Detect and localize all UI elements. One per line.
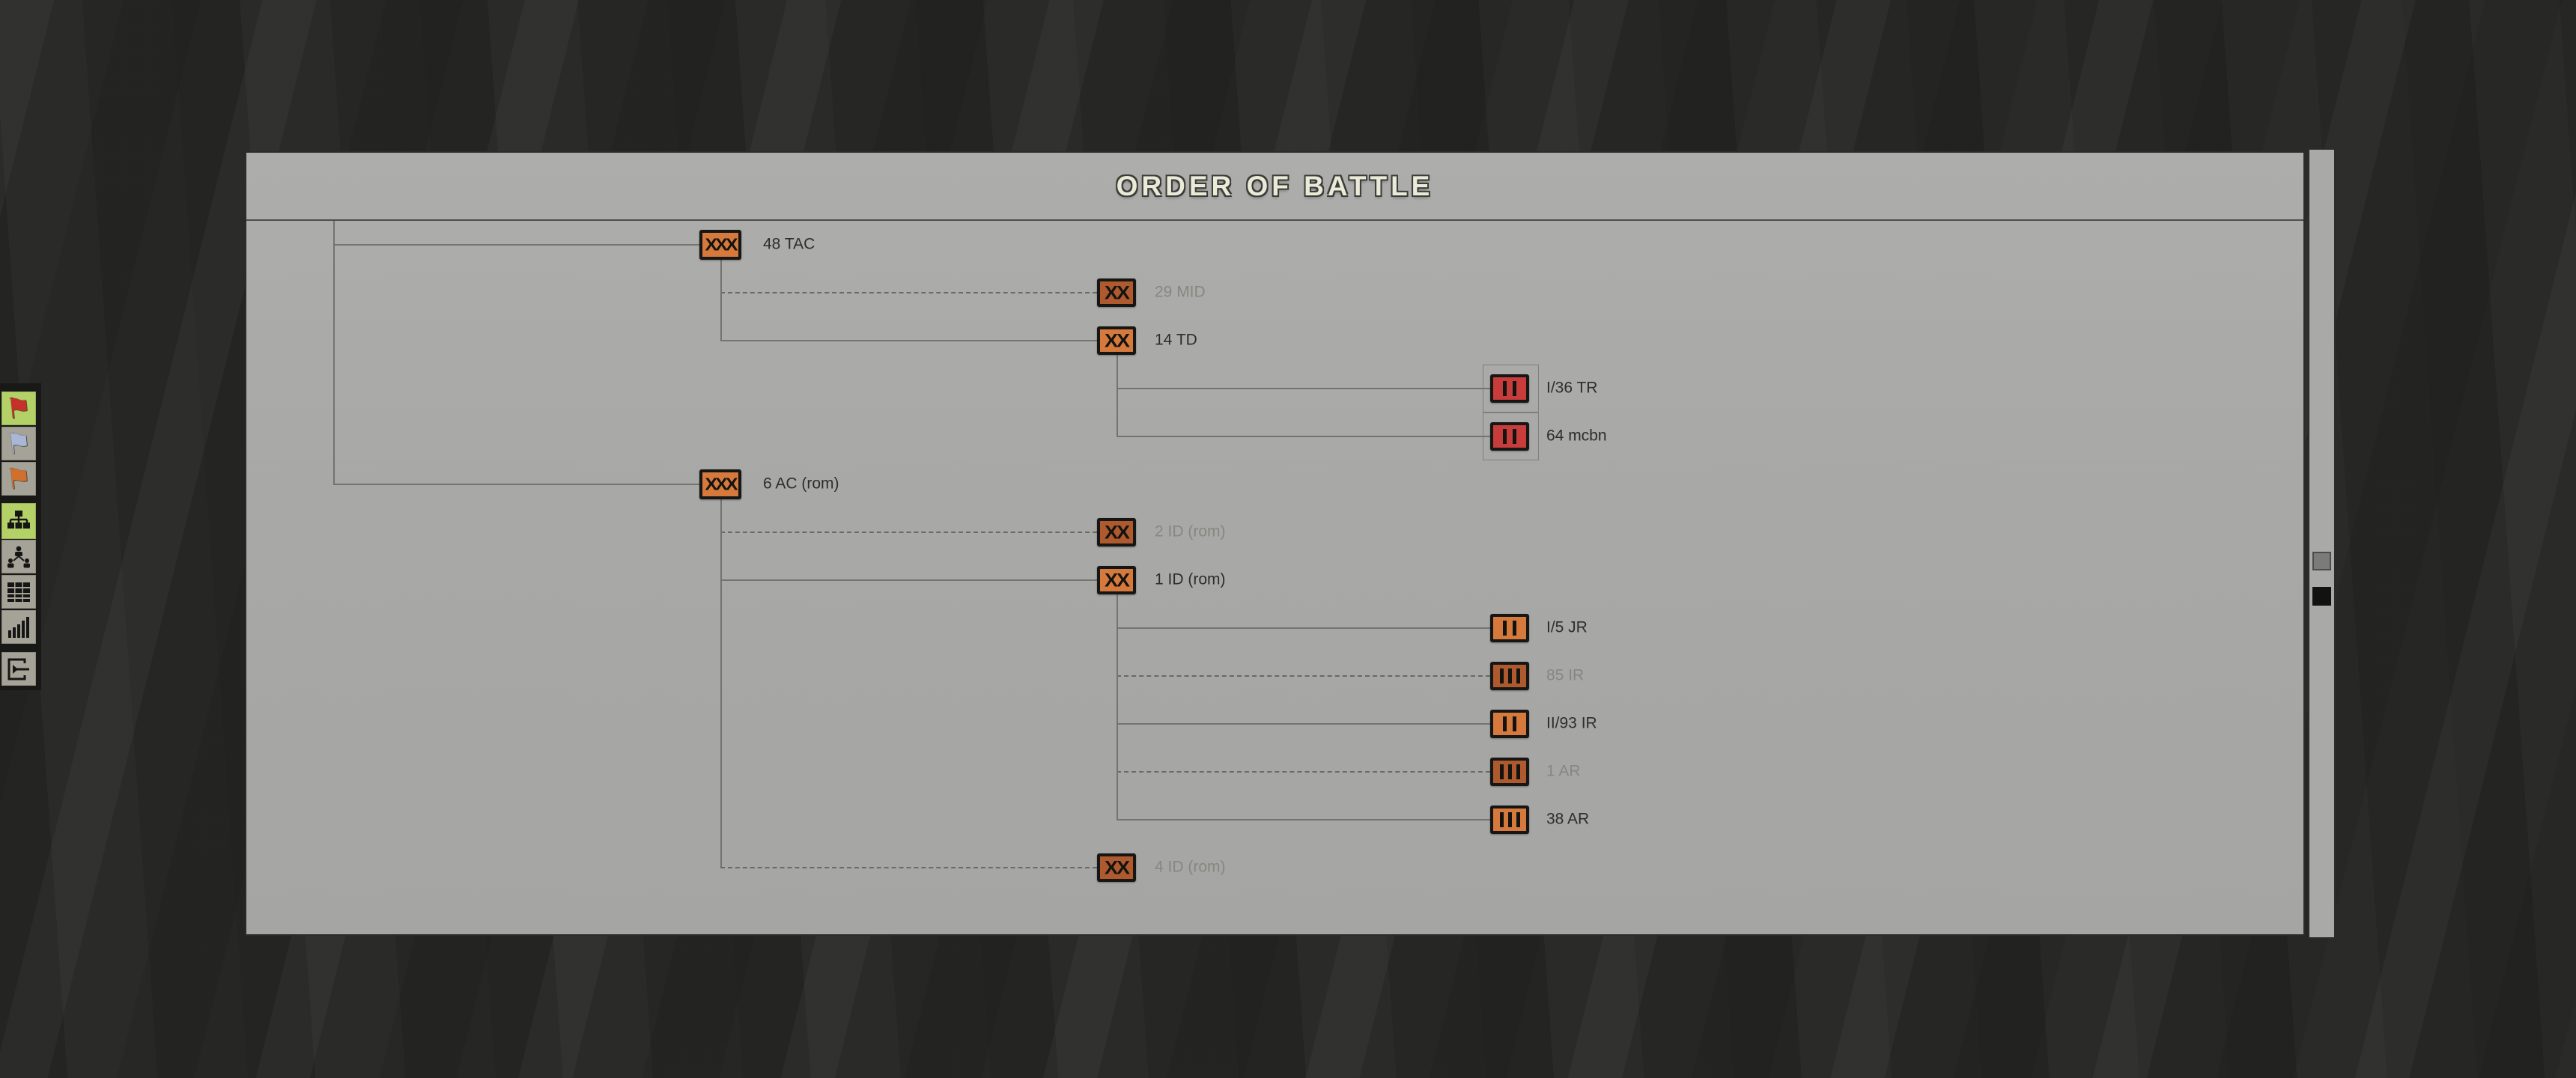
statistics-button[interactable] <box>1 610 36 644</box>
unit-icon-29-mid[interactable]: XX <box>1097 278 1136 307</box>
tree-connector <box>1117 819 1490 820</box>
selection-box <box>1483 365 1539 412</box>
bar-chart-icon <box>8 616 29 638</box>
flag-orange-button[interactable]: ⚑ <box>1 462 36 496</box>
exit-button[interactable] <box>1 652 36 686</box>
unit-label: 1 AR <box>1546 762 1581 780</box>
unit-label: 14 TD <box>1155 331 1197 349</box>
tree-trunk <box>720 498 722 868</box>
echelon-ii-marking <box>1500 429 1519 444</box>
unit-hierarchy-icon <box>7 546 30 567</box>
tree-connector <box>1117 771 1490 773</box>
unit-icon-38-ar[interactable] <box>1490 806 1529 834</box>
order-of-battle-panel: ORDER OF BATTLE XXX 48 TAC XX 29 MID XX 14 TD… <box>245 151 2305 936</box>
tree-root-trunk <box>333 221 335 484</box>
tree-connector <box>1117 388 1490 389</box>
unit-label: 2 ID (rom) <box>1155 523 1226 540</box>
org-tree: XXX 48 TAC XX 29 MID XX 14 TD I/36 TR 64 mcbn XX… <box>246 153 2303 934</box>
unit-label: 4 ID (rom) <box>1155 858 1226 876</box>
unit-icon-i-36-tr[interactable] <box>1490 374 1529 403</box>
echelon-xx-marking: XX <box>1104 329 1130 351</box>
tree-connector <box>1117 436 1490 437</box>
echelon-iii-marking <box>1498 812 1522 827</box>
unit-icon-48-tac[interactable]: XXX <box>699 230 741 260</box>
unit-icon-2-id-rom-[interactable]: XX <box>1097 518 1136 546</box>
echelon-xx-marking: XX <box>1104 521 1130 543</box>
org-chart-icon <box>7 511 30 529</box>
tree-trunk <box>1117 353 1118 436</box>
echelon-xxx-marking: XXX <box>705 474 738 494</box>
unit-roster-button[interactable] <box>1 575 36 609</box>
unit-icon-6-ac-rom-[interactable]: XXX <box>699 469 741 499</box>
unit-icon-4-id-rom-[interactable]: XX <box>1097 853 1136 882</box>
tree-trunk <box>1117 593 1118 820</box>
unit-label: 29 MID <box>1155 283 1206 301</box>
exit-icon <box>7 658 29 680</box>
tree-connector <box>333 244 699 246</box>
unit-roster-icon <box>7 582 30 602</box>
scrollbar-track[interactable] <box>2308 148 2336 939</box>
echelon-iii-marking <box>1498 669 1522 683</box>
tree-connector <box>1117 627 1490 629</box>
unit-icon-1-ar[interactable] <box>1490 758 1529 786</box>
orange-flag-icon: ⚑ <box>4 461 34 496</box>
unit-icon-14-td[interactable]: XX <box>1097 326 1136 355</box>
tree-connector <box>720 292 1097 293</box>
tree-connector <box>720 532 1097 533</box>
unit-icon-1-id-rom-[interactable]: XX <box>1097 566 1136 594</box>
tree-connector <box>720 579 1097 581</box>
unit-label: II/93 IR <box>1546 714 1597 732</box>
scroll-handle-gray[interactable] <box>2312 552 2331 570</box>
echelon-ii-marking <box>1500 716 1519 731</box>
unit-label: 38 AR <box>1546 810 1590 828</box>
selection-box <box>1483 412 1539 460</box>
tree-connector <box>333 484 699 485</box>
unit-icon-ii-93-ir[interactable] <box>1490 710 1529 738</box>
unit-hierarchy-button[interactable] <box>1 540 36 573</box>
unit-icon-i-5-jr[interactable] <box>1490 614 1529 642</box>
panel-title: ORDER OF BATTLE <box>1116 170 1434 201</box>
unit-icon-85-ir[interactable] <box>1490 662 1529 690</box>
panel-header: ORDER OF BATTLE <box>246 153 2303 221</box>
org-chart-button[interactable] <box>1 503 36 539</box>
echelon-ii-marking <box>1500 621 1519 636</box>
unit-label: 48 TAC <box>763 235 815 253</box>
blue-flag-icon: ⚑ <box>4 426 34 461</box>
tree-connector <box>720 867 1097 868</box>
flag-blue-button[interactable]: ⚑ <box>1 427 36 460</box>
unit-label: I/36 TR <box>1546 379 1598 397</box>
red-flag-icon: ⚑ <box>4 391 34 426</box>
tree-connector <box>1117 675 1490 677</box>
echelon-iii-marking <box>1498 764 1522 779</box>
echelon-xx-marking: XX <box>1104 281 1130 303</box>
echelon-xxx-marking: XXX <box>705 234 738 255</box>
echelon-xx-marking: XX <box>1104 569 1130 591</box>
unit-label: 85 IR <box>1546 666 1585 684</box>
tree-connector <box>1117 723 1490 725</box>
flag-red-button[interactable]: ⚑ <box>1 392 36 425</box>
sidebar: ⚑ ⚑ ⚑ <box>0 383 41 690</box>
unit-label: 6 AC (rom) <box>763 475 839 493</box>
tree-connector <box>720 340 1097 341</box>
echelon-ii-marking <box>1500 381 1519 396</box>
unit-label: I/5 JR <box>1546 618 1588 636</box>
unit-label: 64 mcbn <box>1546 427 1607 445</box>
unit-icon-64-mcbn[interactable] <box>1490 422 1529 451</box>
unit-label: 1 ID (rom) <box>1155 570 1226 588</box>
scroll-handle-black[interactable] <box>2312 587 2331 606</box>
tree-trunk <box>720 258 722 341</box>
echelon-xx-marking: XX <box>1104 856 1130 878</box>
